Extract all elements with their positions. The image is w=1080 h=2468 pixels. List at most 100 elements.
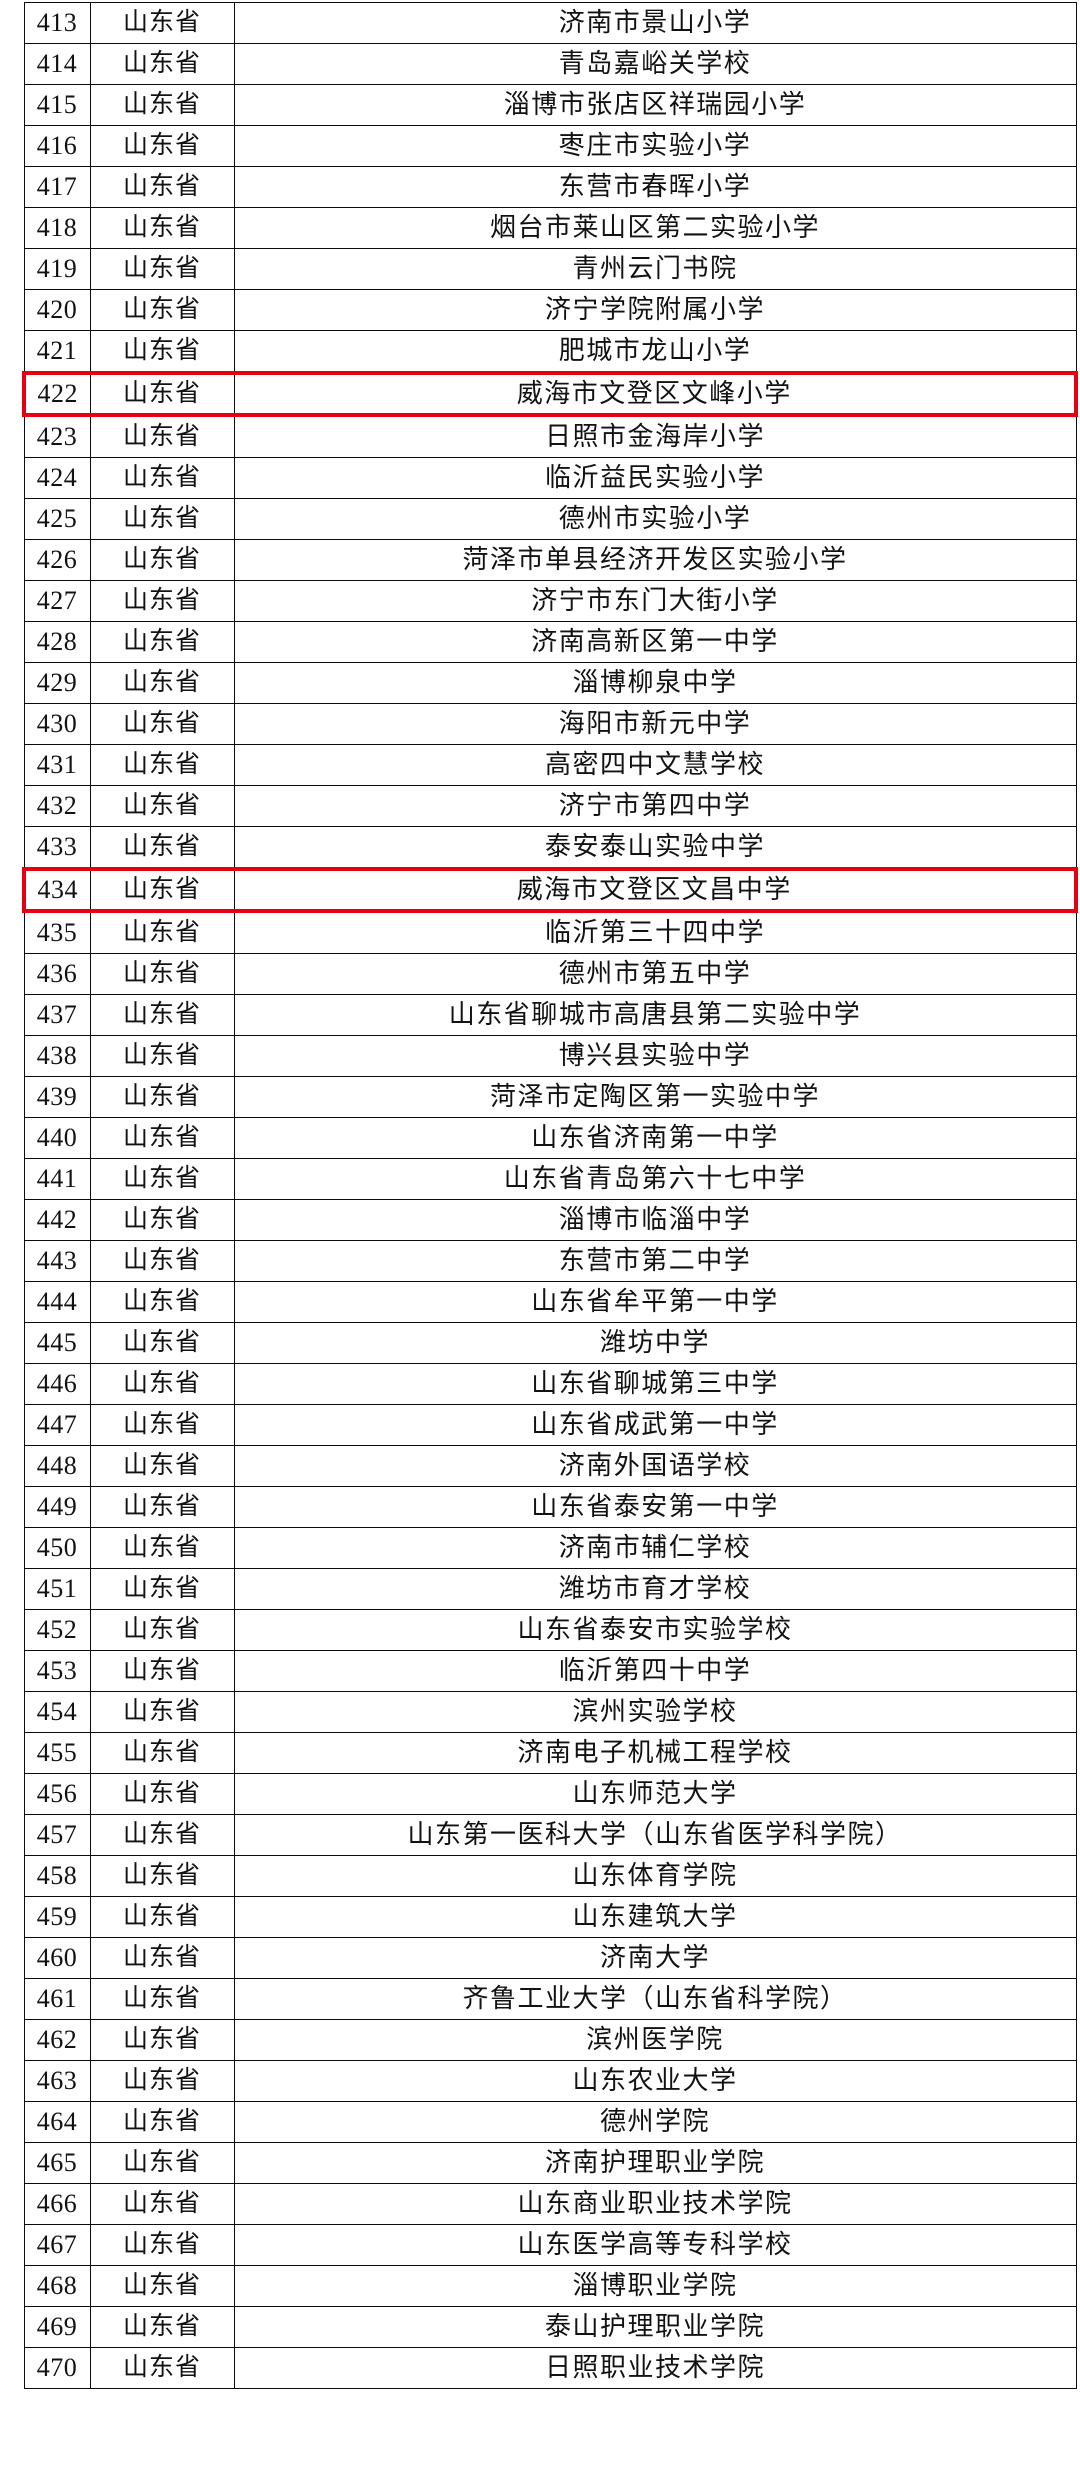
cell-school-name: 淄博市张店区祥瑞园小学 xyxy=(233,84,1077,126)
cell-province: 山东省 xyxy=(89,826,235,870)
table-row: 447 山东省 山东省成武第一中学 xyxy=(23,1404,1077,1446)
table-row: 442 山东省 淄博市临淄中学 xyxy=(23,1199,1077,1241)
cell-index: 464 xyxy=(23,2101,91,2143)
cell-province: 山东省 xyxy=(89,867,235,913)
cell-index: 442 xyxy=(23,1199,91,1241)
cell-index: 428 xyxy=(23,621,91,663)
cell-index: 414 xyxy=(23,43,91,85)
cell-school-name: 泰安泰山实验中学 xyxy=(233,826,1077,870)
table-row: 450 山东省 济南市辅仁学校 xyxy=(23,1527,1077,1569)
cell-province: 山东省 xyxy=(89,1568,235,1610)
cell-province: 山东省 xyxy=(89,2060,235,2102)
cell-province: 山东省 xyxy=(89,539,235,581)
table-row: 439 山东省 菏泽市定陶区第一实验中学 xyxy=(23,1076,1077,1118)
school-list-table: 413 山东省 济南市景山小学 414 山东省 青岛嘉峪关学校 415 山东省 淄博市张店区祥瑞… xyxy=(22,2,1078,2389)
table-row: 415 山东省 淄博市张店区祥瑞园小学 xyxy=(23,84,1077,126)
table-row: 417 山东省 东营市春晖小学 xyxy=(23,166,1077,208)
cell-index: 438 xyxy=(23,1035,91,1077)
cell-school-name: 济宁市东门大街小学 xyxy=(233,580,1077,622)
cell-index: 468 xyxy=(23,2265,91,2307)
cell-school-name: 枣庄市实验小学 xyxy=(233,125,1077,167)
table-row: 448 山东省 济南外国语学校 xyxy=(23,1445,1077,1487)
cell-index: 459 xyxy=(23,1896,91,1938)
table-row: 444 山东省 山东省牟平第一中学 xyxy=(23,1281,1077,1323)
table-row: 434 山东省 威海市文登区文昌中学 xyxy=(22,867,1078,913)
cell-school-name: 临沂益民实验小学 xyxy=(233,457,1077,499)
table-row: 424 山东省 临沂益民实验小学 xyxy=(23,457,1077,499)
table-row: 427 山东省 济宁市东门大街小学 xyxy=(23,580,1077,622)
cell-province: 山东省 xyxy=(89,1937,235,1979)
cell-index: 456 xyxy=(23,1773,91,1815)
cell-index: 443 xyxy=(23,1240,91,1282)
cell-province: 山东省 xyxy=(89,1281,235,1323)
cell-province: 山东省 xyxy=(89,1322,235,1364)
cell-school-name: 德州市实验小学 xyxy=(233,498,1077,540)
cell-index: 454 xyxy=(23,1691,91,1733)
cell-school-name: 烟台市莱山区第二实验小学 xyxy=(233,207,1077,249)
cell-school-name: 山东省聊城第三中学 xyxy=(233,1363,1077,1405)
table-row: 467 山东省 山东医学高等专科学校 xyxy=(23,2224,1077,2266)
cell-province: 山东省 xyxy=(89,84,235,126)
table-row: 446 山东省 山东省聊城第三中学 xyxy=(23,1363,1077,1405)
cell-index: 441 xyxy=(23,1158,91,1200)
cell-school-name: 海阳市新元中学 xyxy=(233,703,1077,745)
table-row: 414 山东省 青岛嘉峪关学校 xyxy=(23,43,1077,85)
cell-province: 山东省 xyxy=(89,125,235,167)
cell-province: 山东省 xyxy=(89,580,235,622)
table-row: 461 山东省 齐鲁工业大学（山东省科学院） xyxy=(23,1978,1077,2020)
table-row: 419 山东省 青州云门书院 xyxy=(23,248,1077,290)
cell-province: 山东省 xyxy=(89,2,235,44)
cell-index: 448 xyxy=(23,1445,91,1487)
cell-province: 山东省 xyxy=(89,2142,235,2184)
cell-school-name: 济宁市第四中学 xyxy=(233,785,1077,827)
cell-index: 445 xyxy=(23,1322,91,1364)
table-row: 440 山东省 山东省济南第一中学 xyxy=(23,1117,1077,1159)
cell-index: 435 xyxy=(23,910,91,954)
cell-province: 山东省 xyxy=(89,2306,235,2348)
table-row: 457 山东省 山东第一医科大学（山东省医学科学院） xyxy=(23,1814,1077,1856)
cell-province: 山东省 xyxy=(89,1076,235,1118)
cell-school-name: 滨州医学院 xyxy=(233,2019,1077,2061)
table-row: 453 山东省 临沂第四十中学 xyxy=(23,1650,1077,1692)
cell-province: 山东省 xyxy=(89,910,235,954)
table-row: 428 山东省 济南高新区第一中学 xyxy=(23,621,1077,663)
table-row: 431 山东省 高密四中文慧学校 xyxy=(23,744,1077,786)
cell-index: 418 xyxy=(23,207,91,249)
table-row: 464 山东省 德州学院 xyxy=(23,2101,1077,2143)
cell-province: 山东省 xyxy=(89,621,235,663)
cell-index: 425 xyxy=(23,498,91,540)
table-row: 449 山东省 山东省泰安第一中学 xyxy=(23,1486,1077,1528)
cell-school-name: 山东省青岛第六十七中学 xyxy=(233,1158,1077,1200)
cell-index: 415 xyxy=(23,84,91,126)
table-row: 432 山东省 济宁市第四中学 xyxy=(23,785,1077,827)
table-row: 438 山东省 博兴县实验中学 xyxy=(23,1035,1077,1077)
table-row: 413 山东省 济南市景山小学 xyxy=(23,2,1077,44)
table-row: 433 山东省 泰安泰山实验中学 xyxy=(23,826,1077,870)
table-row: 422 山东省 威海市文登区文峰小学 xyxy=(22,371,1078,417)
cell-school-name: 滨州实验学校 xyxy=(233,1691,1077,1733)
cell-province: 山东省 xyxy=(89,2224,235,2266)
cell-index: 430 xyxy=(23,703,91,745)
cell-school-name: 高密四中文慧学校 xyxy=(233,744,1077,786)
cell-index: 419 xyxy=(23,248,91,290)
cell-province: 山东省 xyxy=(89,1240,235,1282)
cell-index: 446 xyxy=(23,1363,91,1405)
cell-school-name: 威海市文登区文峰小学 xyxy=(233,371,1078,417)
cell-province: 山东省 xyxy=(89,1732,235,1774)
cell-province: 山东省 xyxy=(89,2347,235,2389)
cell-province: 山东省 xyxy=(89,248,235,290)
cell-school-name: 山东体育学院 xyxy=(233,1855,1077,1897)
cell-province: 山东省 xyxy=(89,1691,235,1733)
cell-province: 山东省 xyxy=(89,744,235,786)
cell-index: 451 xyxy=(23,1568,91,1610)
cell-province: 山东省 xyxy=(89,2265,235,2307)
cell-index: 444 xyxy=(23,1281,91,1323)
cell-province: 山东省 xyxy=(89,1035,235,1077)
cell-index: 470 xyxy=(23,2347,91,2389)
cell-province: 山东省 xyxy=(89,2019,235,2061)
table-row: 430 山东省 海阳市新元中学 xyxy=(23,703,1077,745)
cell-school-name: 青州云门书院 xyxy=(233,248,1077,290)
table-row: 466 山东省 山东商业职业技术学院 xyxy=(23,2183,1077,2225)
cell-province: 山东省 xyxy=(89,1158,235,1200)
cell-school-name: 肥城市龙山小学 xyxy=(233,330,1077,374)
